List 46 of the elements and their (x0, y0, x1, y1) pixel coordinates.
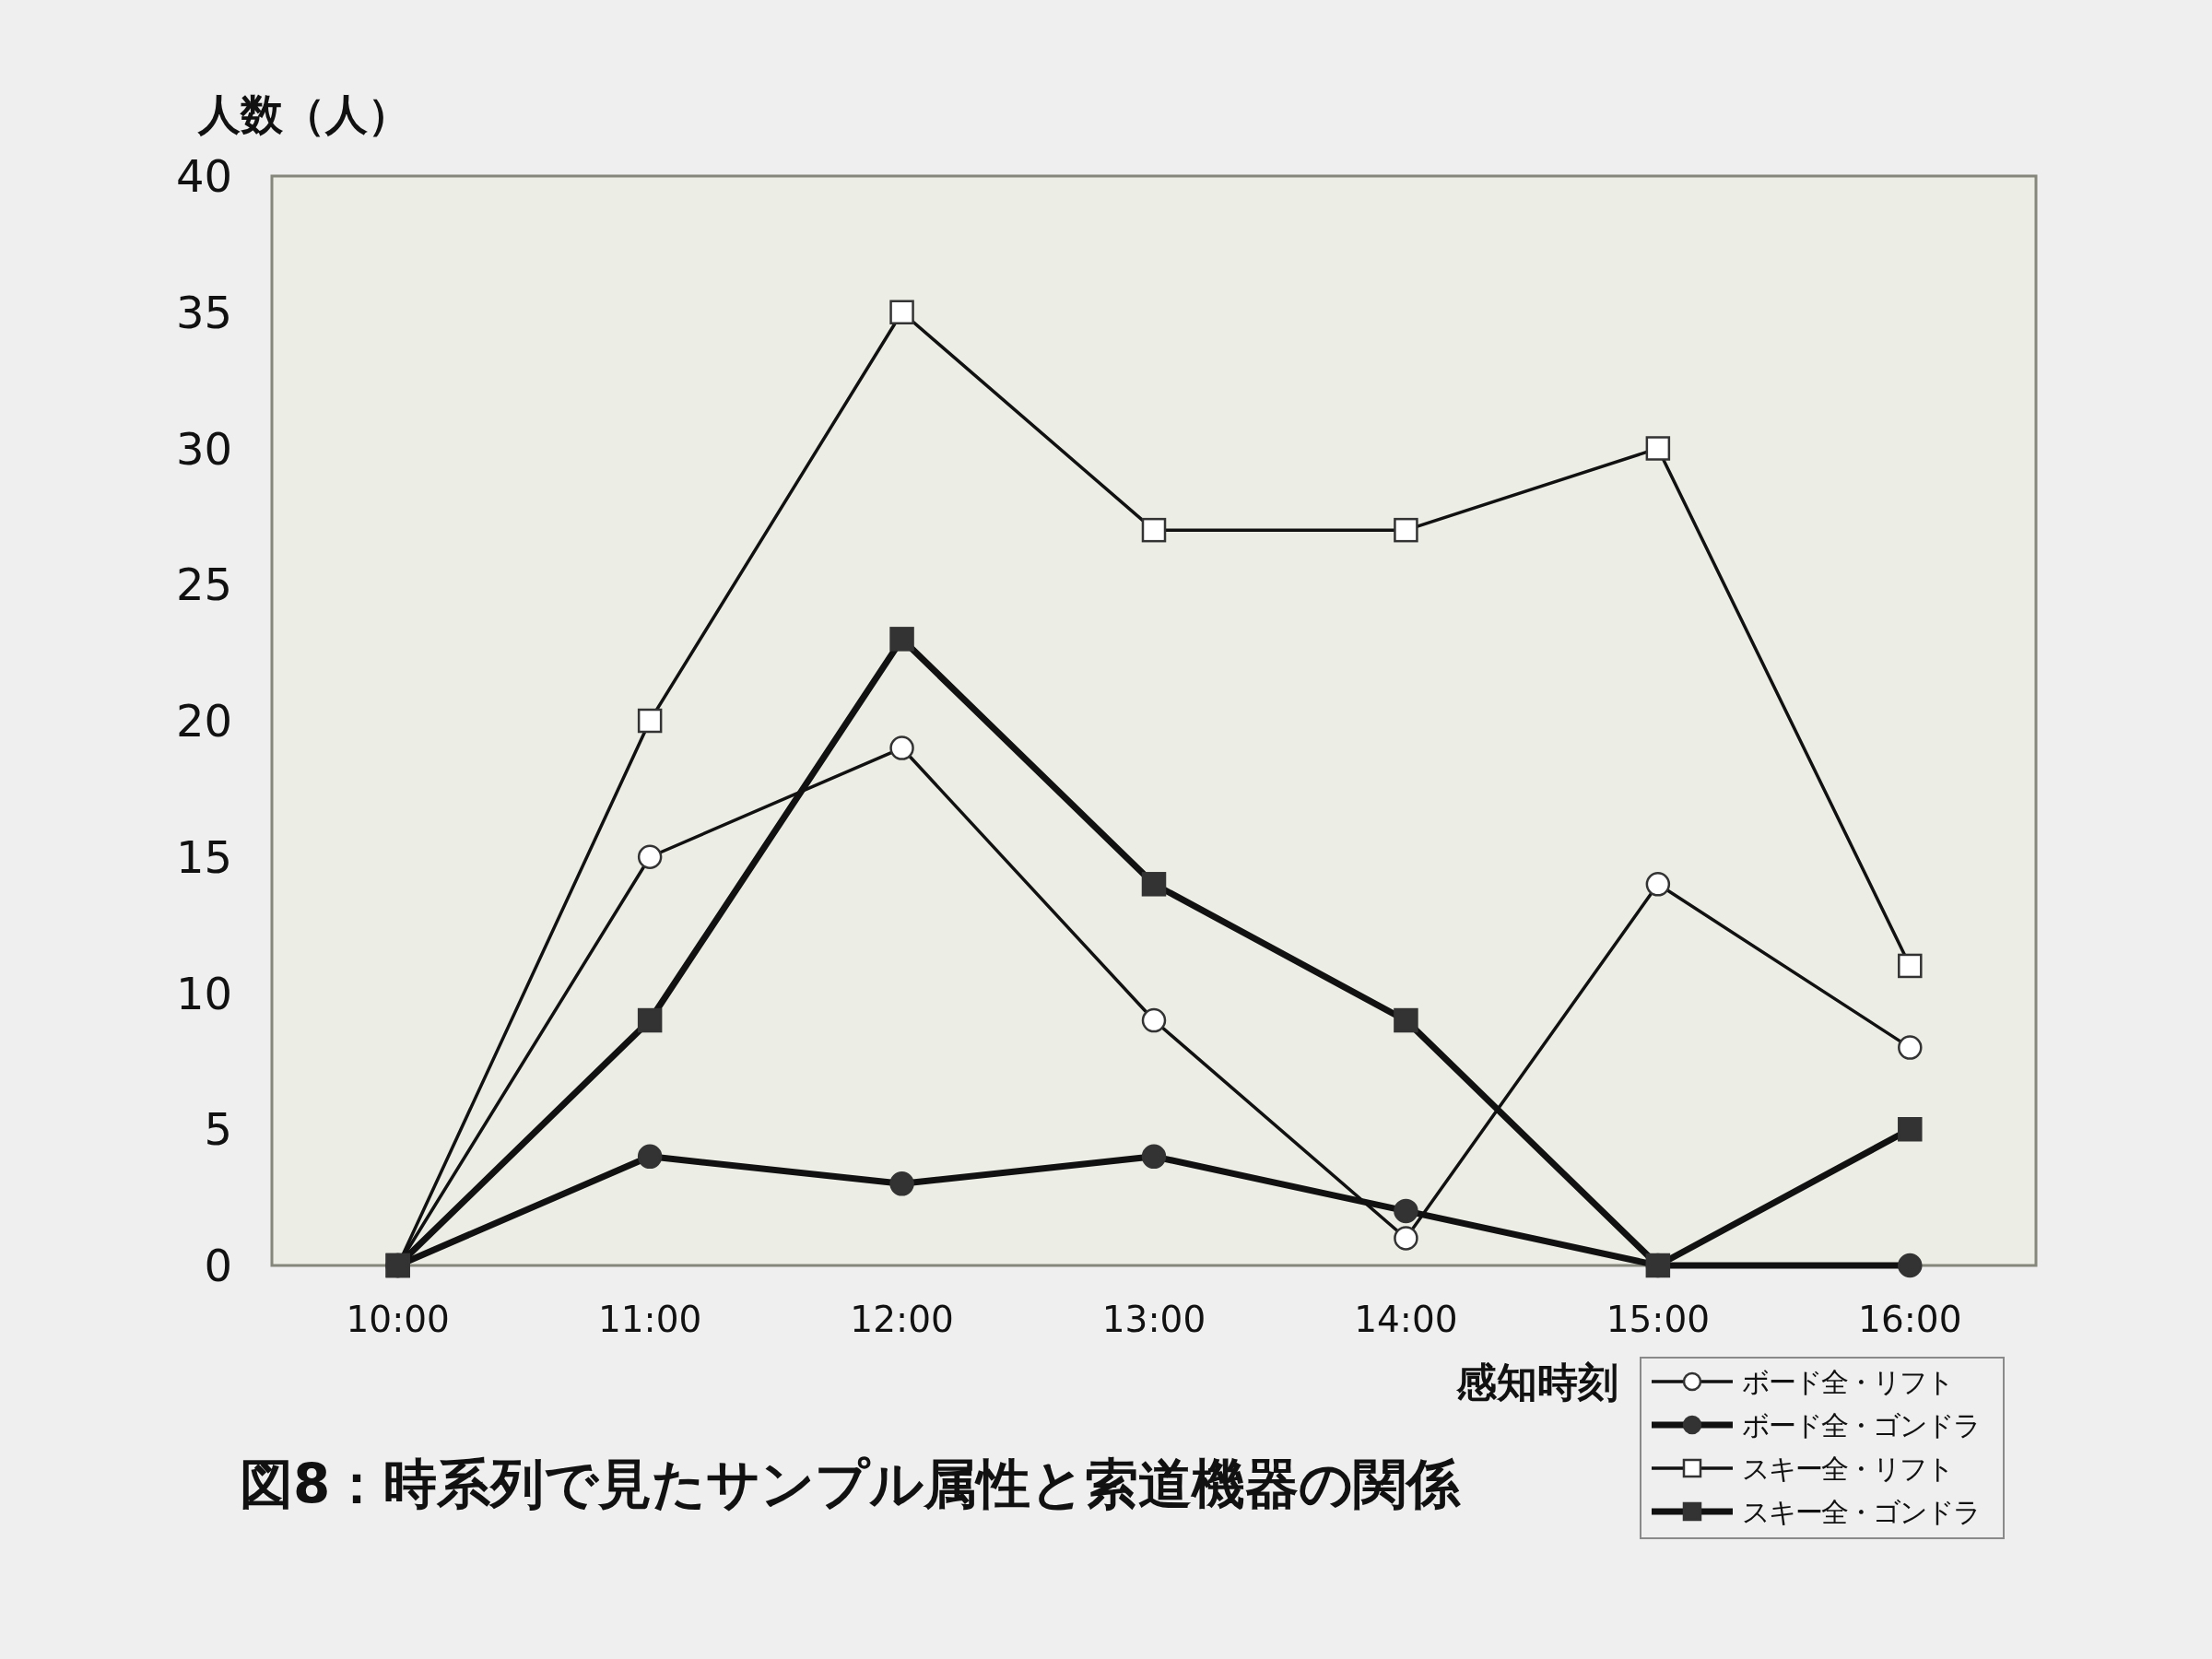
y-tick-label: 25 (175, 559, 232, 611)
point (1394, 1226, 1418, 1251)
y-tick-label: 40 (175, 150, 232, 202)
point (889, 735, 914, 760)
x-tick-label: 12:00 (850, 1299, 954, 1340)
x-axis-title: 感知時刻 (1455, 1359, 1618, 1406)
point (1394, 1198, 1418, 1224)
x-tick-label: 10:00 (346, 1299, 450, 1340)
point (637, 1007, 663, 1033)
point (1394, 517, 1418, 543)
point (1141, 872, 1167, 897)
point (1394, 1007, 1418, 1033)
y-tick-label: 10 (175, 967, 232, 1019)
point (1898, 1253, 1923, 1278)
point (889, 1171, 914, 1196)
point (1898, 1035, 1923, 1060)
y-tick-label: 0 (204, 1240, 232, 1291)
point (1645, 436, 1671, 461)
y-tick-label: 20 (175, 695, 232, 747)
point (637, 1144, 663, 1170)
point (1141, 517, 1167, 543)
legend-label: スキー全・ゴンドラ (1742, 1496, 1980, 1528)
point (1645, 1253, 1671, 1278)
point (1645, 872, 1671, 897)
point (1898, 953, 1923, 979)
x-tick-label: 13:00 (1101, 1299, 1206, 1340)
x-tick-label: 11:00 (597, 1299, 702, 1340)
x-tick-label: 16:00 (1858, 1299, 1962, 1340)
point (1141, 1144, 1167, 1170)
legend-label: ボード全・リフト (1742, 1366, 1953, 1398)
point (1141, 1007, 1167, 1033)
y-tick-label: 15 (175, 830, 232, 883)
legend-label: ボード全・ゴンドラ (1742, 1409, 1980, 1441)
y-tick-label: 30 (175, 422, 232, 475)
point (1898, 1117, 1923, 1142)
x-tick-label: 15:00 (1606, 1299, 1711, 1340)
y-tick-label: 5 (204, 1103, 232, 1156)
legend-label: スキー全・リフト (1742, 1453, 1953, 1485)
text: 図8：時系列で見たサンプル属性と索道機器の関係 (240, 1453, 1462, 1515)
point (889, 300, 914, 324)
y-axis-title: 人数（人） (197, 89, 410, 139)
point (637, 708, 663, 734)
point (889, 627, 914, 652)
y-tick-label: 35 (175, 286, 232, 338)
point (637, 844, 663, 869)
x-tick-label: 14:00 (1354, 1299, 1458, 1340)
